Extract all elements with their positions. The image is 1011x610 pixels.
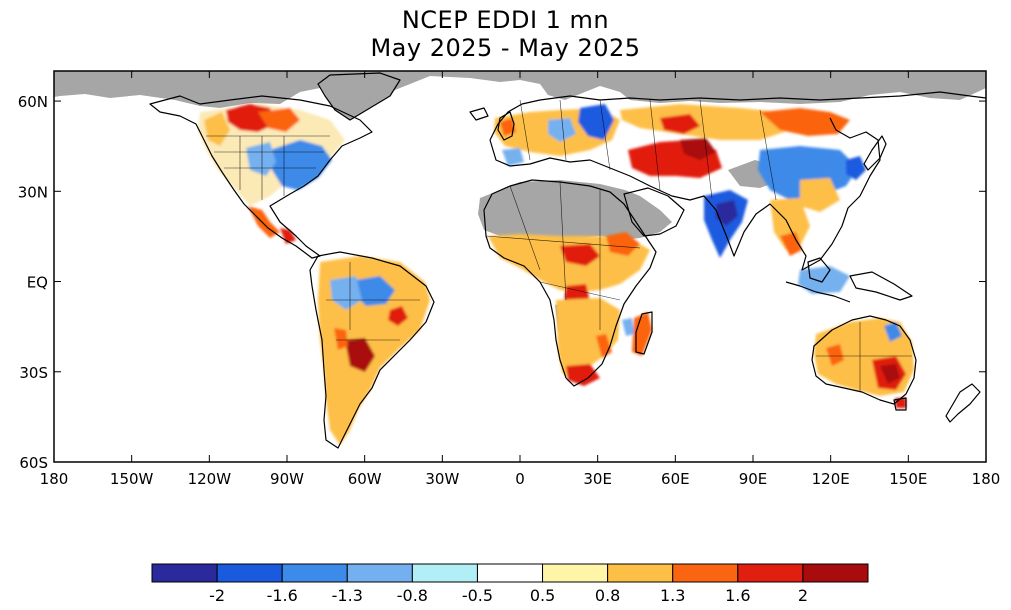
x-tick-label: 30E (583, 470, 612, 488)
political-borders (206, 99, 912, 392)
colorbar-label: 1.3 (660, 586, 685, 605)
x-tick-label: 120W (188, 470, 232, 488)
x-tick-label: 150E (889, 470, 927, 488)
colorbar-label: 1.6 (725, 586, 750, 605)
colorbar-bin (216, 563, 283, 583)
x-tick-label: 30W (425, 470, 459, 488)
anomaly-fields (198, 104, 914, 445)
colorbar-bin (346, 563, 413, 583)
colorbar-label: 0.8 (595, 586, 620, 605)
x-tick-label: 0 (515, 470, 525, 488)
colorbar-bin (737, 563, 804, 583)
colorbar-bin (476, 563, 544, 583)
colorbar-bin (151, 563, 218, 583)
colorbar-label: -0.8 (397, 586, 428, 605)
y-tick-label: 60S (19, 454, 48, 472)
colorbar-bin (802, 563, 869, 583)
colorbar-bin (607, 563, 674, 583)
colorbar-label: -0.5 (462, 586, 493, 605)
colorbar-label: -1.3 (332, 586, 363, 605)
y-tick-label: 30S (19, 364, 48, 382)
x-tick-label: 60W (348, 470, 382, 488)
colorbar-bin (542, 563, 609, 583)
longitude-axis: 180 150W 120W 90W 60W 30W 0 30E 60E 90E 120E 150E 18… (40, 71, 1001, 488)
colorbar-bin (411, 563, 478, 583)
x-tick-label: 180 (40, 470, 69, 488)
map-period: May 2025 - May 2025 (370, 34, 641, 62)
x-tick-label: 60E (661, 470, 690, 488)
colorbar-bin (281, 563, 348, 583)
colorbar-label: -1.6 (267, 586, 298, 605)
colorbar-label: 0.5 (530, 586, 555, 605)
x-tick-label: 150W (110, 470, 154, 488)
y-tick-label: EQ (27, 274, 48, 292)
colorbar-label: -2 (209, 586, 225, 605)
y-tick-label: 30N (18, 183, 48, 201)
colorbar-label: 2 (798, 586, 808, 605)
x-tick-label: 90E (739, 470, 768, 488)
x-tick-label: 120E (812, 470, 850, 488)
coastlines (149, 72, 986, 449)
latitude-axis: 60N 30N EQ 30S 60S (18, 93, 986, 472)
x-tick-label: 90W (270, 470, 304, 488)
x-tick-label: 180 (972, 470, 1001, 488)
map-title: NCEP EDDI 1 mn (401, 6, 610, 34)
colorbar-bin (672, 563, 739, 583)
map-panel (54, 71, 986, 462)
colorbar: -2 -1.6 -1.3 -0.8 -0.5 0.5 0.8 1.3 1.6 2 (151, 563, 869, 605)
y-tick-label: 60N (18, 93, 48, 111)
